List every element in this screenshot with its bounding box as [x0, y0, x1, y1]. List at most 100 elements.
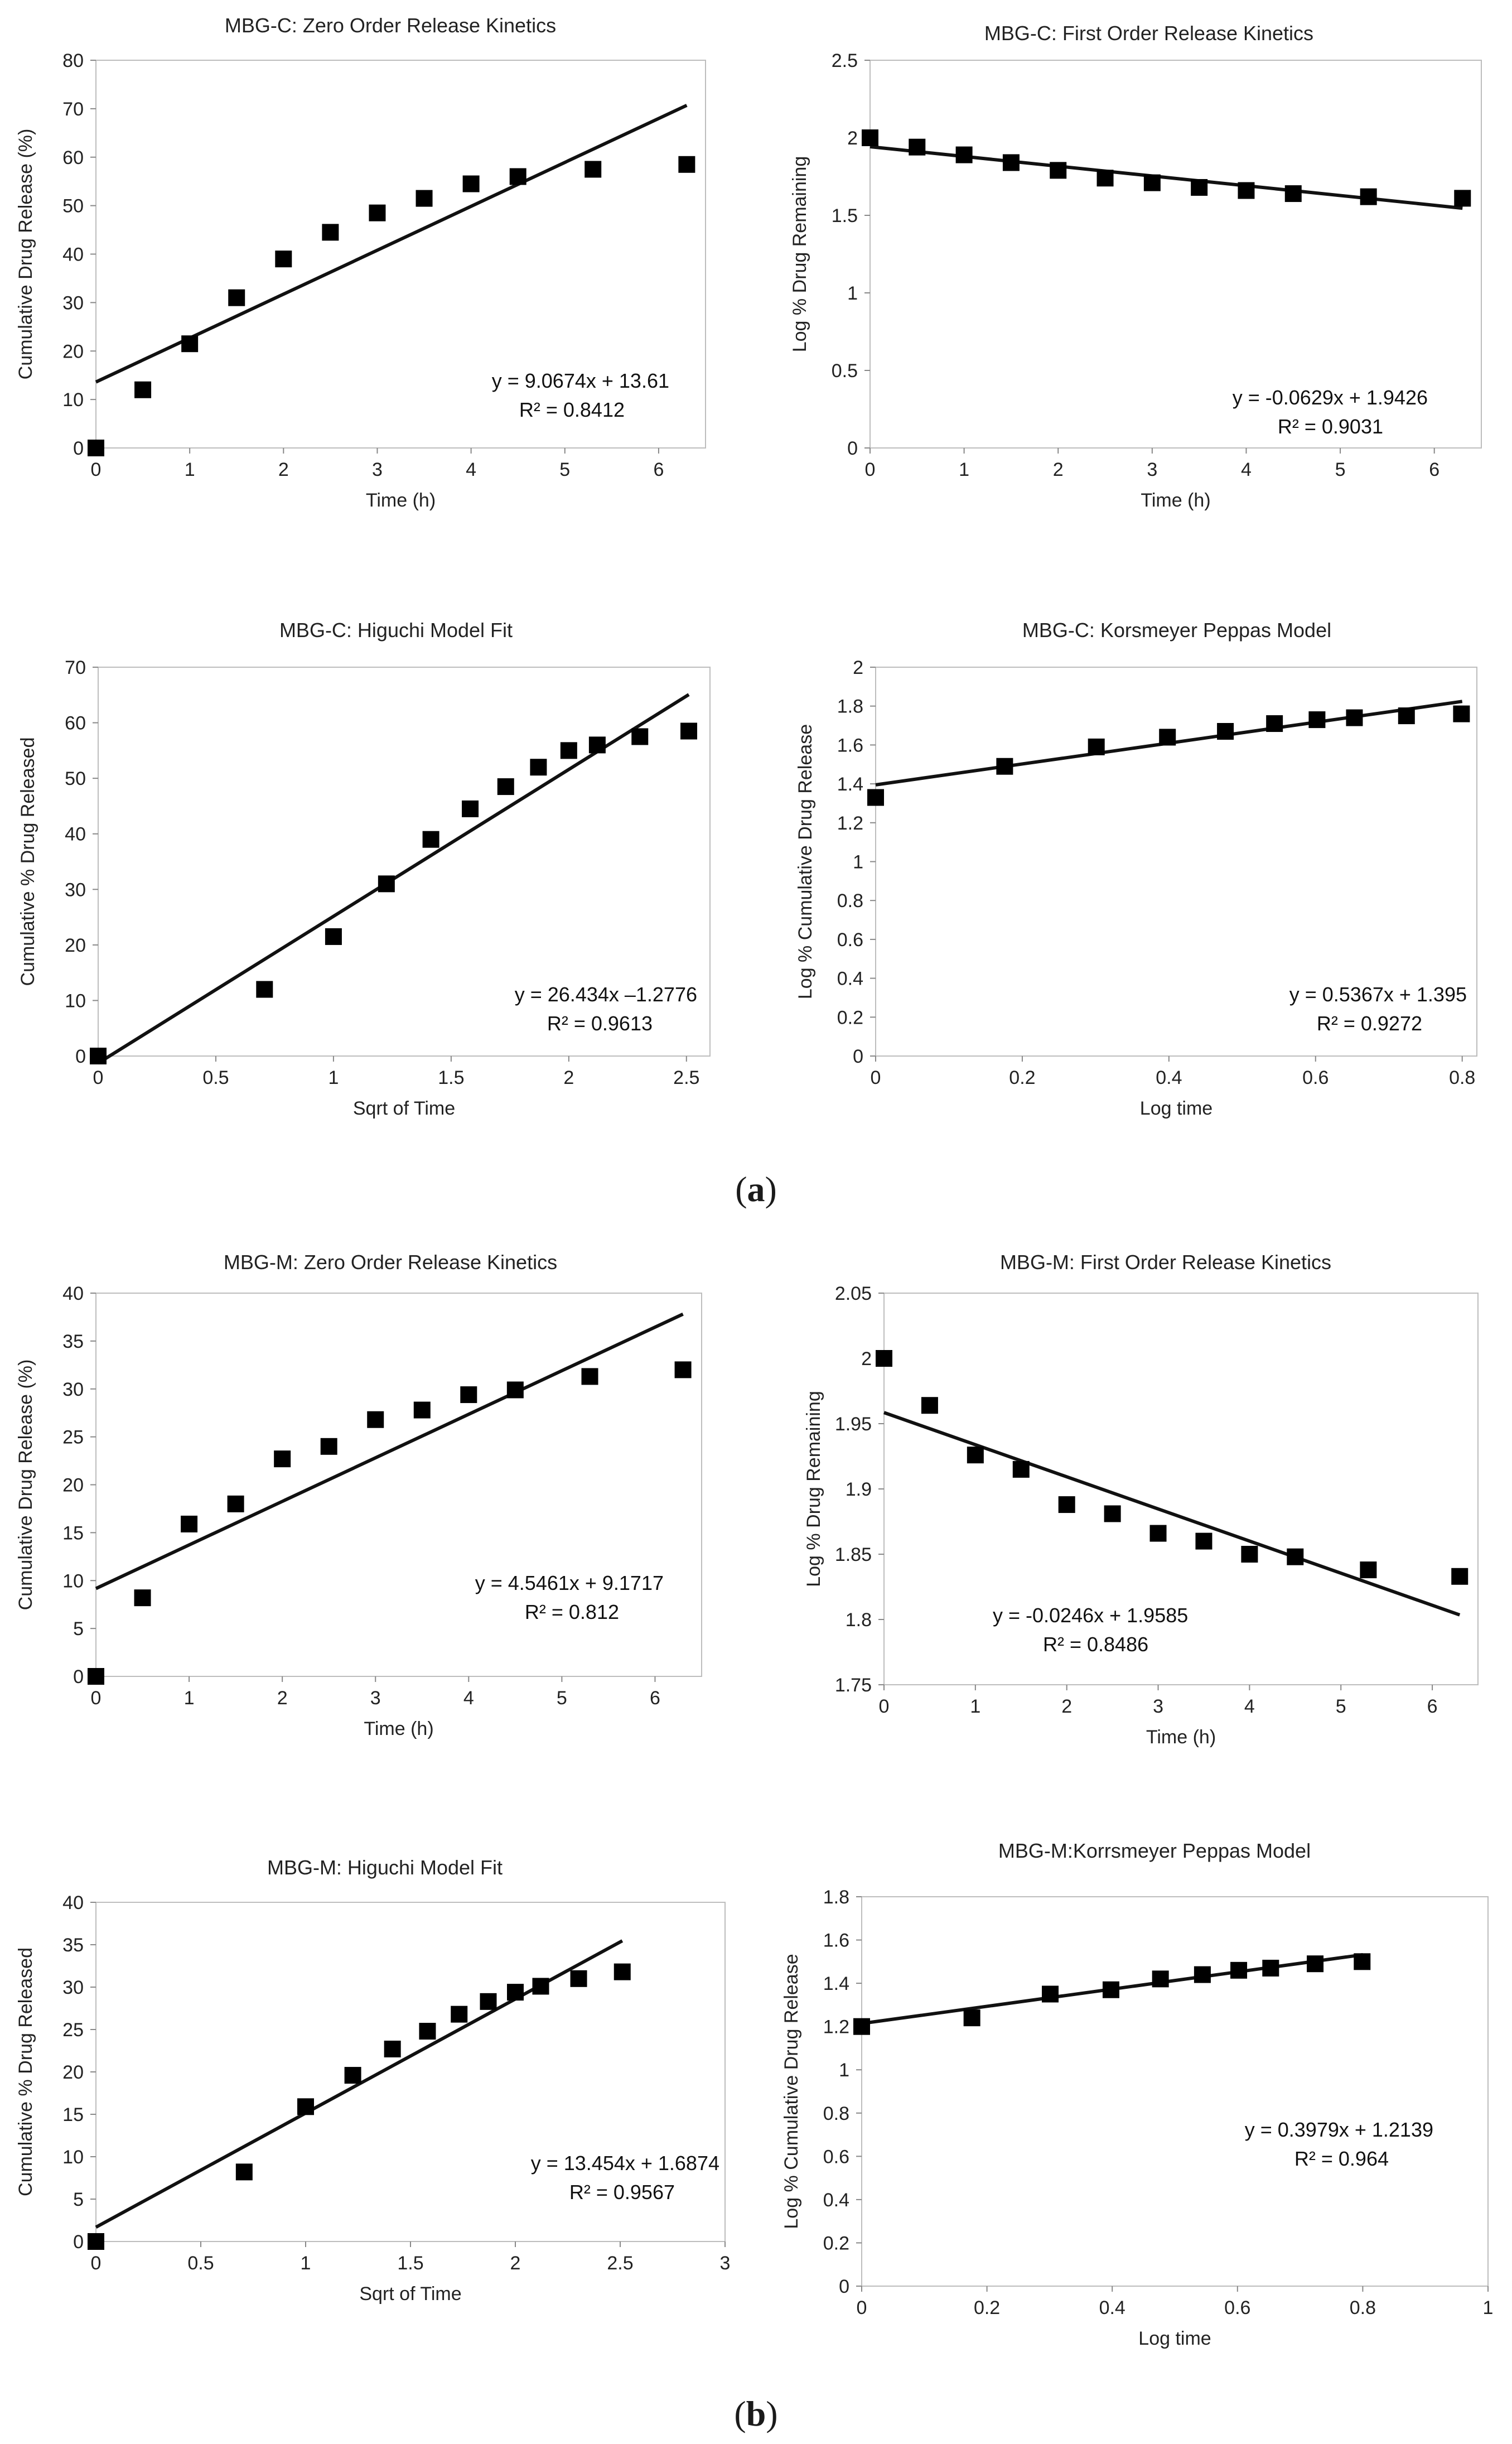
x-tick-label: 2.5 — [673, 1067, 699, 1088]
y-tick-label: 50 — [65, 768, 86, 789]
x-tick-label: 0 — [91, 2253, 102, 2274]
x-tick-label: 4 — [1241, 459, 1252, 480]
trendline-equation: y = 9.0674x + 13.61 — [492, 369, 669, 392]
y-tick-label: 70 — [62, 99, 84, 120]
x-axis-label: Log time — [1140, 1098, 1213, 1119]
panel-label-a: (a) — [735, 1169, 777, 1209]
data-point — [1307, 1955, 1324, 1973]
x-tick-label: 0 — [857, 2297, 867, 2318]
data-point — [413, 1401, 431, 1419]
data-point — [1354, 1953, 1371, 1970]
x-tick-label: 0 — [91, 459, 102, 480]
y-tick-label: 0 — [847, 438, 858, 459]
y-tick-label: 0 — [839, 2276, 849, 2297]
y-tick-label: 15 — [62, 1522, 84, 1544]
x-tick-label: 0.8 — [1350, 2297, 1376, 2318]
data-point — [1088, 738, 1105, 755]
data-point — [1102, 1981, 1119, 1998]
chart-title: MBG-M:Korrsmeyer Peppas Model — [998, 1839, 1311, 1862]
data-point — [88, 1668, 104, 1685]
x-tick-label: 3 — [370, 1688, 381, 1709]
y-tick-label: 0.2 — [837, 1007, 863, 1028]
y-tick-label: 15 — [62, 2104, 84, 2125]
data-point — [322, 224, 339, 241]
data-point — [1096, 170, 1114, 187]
y-tick-label: 10 — [62, 389, 84, 411]
y-tick-label: 20 — [62, 341, 84, 362]
data-point — [862, 129, 878, 146]
data-point — [274, 1450, 291, 1468]
data-point — [228, 289, 245, 306]
x-tick-label: 0.6 — [1224, 2297, 1250, 2318]
data-point — [325, 928, 342, 945]
data-point — [1454, 190, 1471, 207]
data-point — [181, 335, 199, 353]
y-tick-label: 70 — [65, 657, 86, 678]
y-tick-label: 35 — [62, 1935, 84, 1956]
data-point — [497, 778, 514, 796]
chart-title: MBG-C: Higuchi Model Fit — [279, 619, 513, 642]
x-tick-label: 1.5 — [438, 1067, 464, 1088]
trendline-equation: y = 0.3979x + 1.2139 — [1245, 2118, 1433, 2141]
data-point — [967, 1447, 984, 1464]
data-point — [1152, 1970, 1169, 1988]
data-point — [1143, 174, 1161, 191]
x-axis-label: Sqrt of Time — [359, 2283, 461, 2305]
data-point — [462, 800, 479, 817]
data-point — [480, 1993, 497, 2010]
plot-frame — [861, 1896, 1489, 2287]
chart-title: MBG-M: First Order Release Kinetics — [1000, 1251, 1331, 1274]
data-point — [460, 1386, 477, 1404]
data-point — [680, 722, 698, 740]
data-point — [462, 175, 480, 192]
x-tick-label: 6 — [1427, 1696, 1438, 1717]
data-point — [530, 759, 547, 776]
r-squared-label: R² = 0.9567 — [569, 2181, 675, 2204]
data-point — [419, 2023, 436, 2040]
data-point — [344, 2067, 361, 2084]
y-tick-label: 40 — [62, 244, 84, 266]
data-point — [1195, 1532, 1213, 1550]
x-tick-label: 0.4 — [1099, 2297, 1125, 2318]
y-tick-label: 1.8 — [823, 1887, 849, 1908]
data-point — [1451, 1568, 1468, 1585]
y-tick-label: 20 — [65, 935, 86, 956]
data-point — [134, 1589, 151, 1607]
trendline-equation: y = -0.0629x + 1.9426 — [1233, 386, 1428, 409]
panel-label-b: (b) — [734, 2394, 778, 2433]
y-tick-label: 30 — [62, 1379, 84, 1400]
data-point — [853, 2018, 870, 2035]
x-tick-label: 0.2 — [974, 2297, 1000, 2318]
y-tick-label: 0 — [73, 1666, 84, 1688]
x-axis-label: Time (h) — [1141, 490, 1210, 511]
plot-frame — [98, 667, 711, 1057]
y-tick-label: 60 — [62, 147, 84, 168]
y-tick-label: 1.9 — [846, 1479, 872, 1500]
y-tick-label: 0.4 — [837, 968, 863, 990]
data-point — [1308, 711, 1326, 729]
y-tick-label: 25 — [62, 2019, 84, 2041]
x-tick-label: 1 — [1483, 2297, 1494, 2318]
data-point — [451, 2006, 468, 2023]
data-point — [1002, 154, 1020, 171]
y-tick-label: 0.5 — [832, 360, 858, 382]
y-tick-label: 80 — [62, 50, 84, 71]
data-point — [1262, 1959, 1279, 1977]
data-point — [1042, 1985, 1059, 2003]
data-point — [235, 2163, 253, 2181]
y-tick-label: 0.8 — [823, 2103, 849, 2124]
trendline-equation: y = 4.5461x + 9.1717 — [475, 1572, 664, 1594]
data-point — [509, 168, 526, 185]
data-point — [1012, 1460, 1030, 1478]
trendline — [95, 1312, 684, 1590]
x-tick-label: 3 — [1147, 459, 1157, 480]
y-tick-label: 1.2 — [823, 2017, 849, 2038]
y-tick-label: 50 — [62, 196, 84, 217]
plot-frame — [869, 60, 1482, 449]
data-point — [532, 1978, 549, 1995]
y-axis-label: Log % Cumulative Drug Release — [795, 724, 816, 999]
y-tick-label: 0.6 — [823, 2146, 849, 2167]
data-point — [320, 1438, 337, 1455]
x-tick-label: 0.5 — [202, 1067, 229, 1088]
x-axis-label: Sqrt of Time — [353, 1098, 455, 1119]
